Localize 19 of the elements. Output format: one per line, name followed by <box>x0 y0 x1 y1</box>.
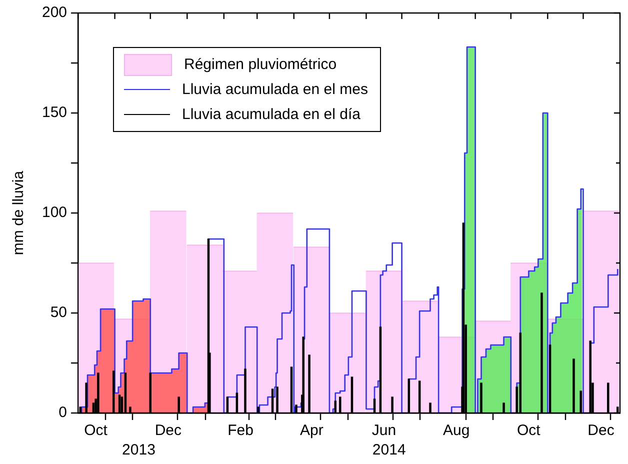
legend-label: Lluvia acumulada en el mes <box>182 80 368 100</box>
legend-label: Régimen pluviométrico <box>184 55 337 75</box>
y-tick-label: 100 <box>42 204 68 222</box>
y-tick-label: 150 <box>42 104 68 122</box>
x-tick-label: Feb <box>228 422 254 440</box>
y-tick-label: 0 <box>58 404 68 422</box>
y-tick-label: 50 <box>50 304 68 322</box>
text: 2013 <box>122 442 156 459</box>
x-tick-label: Oct <box>517 422 542 440</box>
x-tick-label: Dec <box>154 422 182 440</box>
x-tick-label: Apr <box>300 422 324 440</box>
text: 2014 <box>372 442 406 459</box>
y-axis-title: mm de lluvia <box>10 170 28 256</box>
x-tick-label: Jun <box>372 422 396 440</box>
x-tick-label: Oct <box>84 422 108 440</box>
x-tick-label: Aug <box>442 422 470 440</box>
x-tick-label: Dec <box>588 422 615 440</box>
y-tick-label: 200 <box>42 4 68 22</box>
legend-label: Lluvia acumulada en el día <box>182 105 360 125</box>
